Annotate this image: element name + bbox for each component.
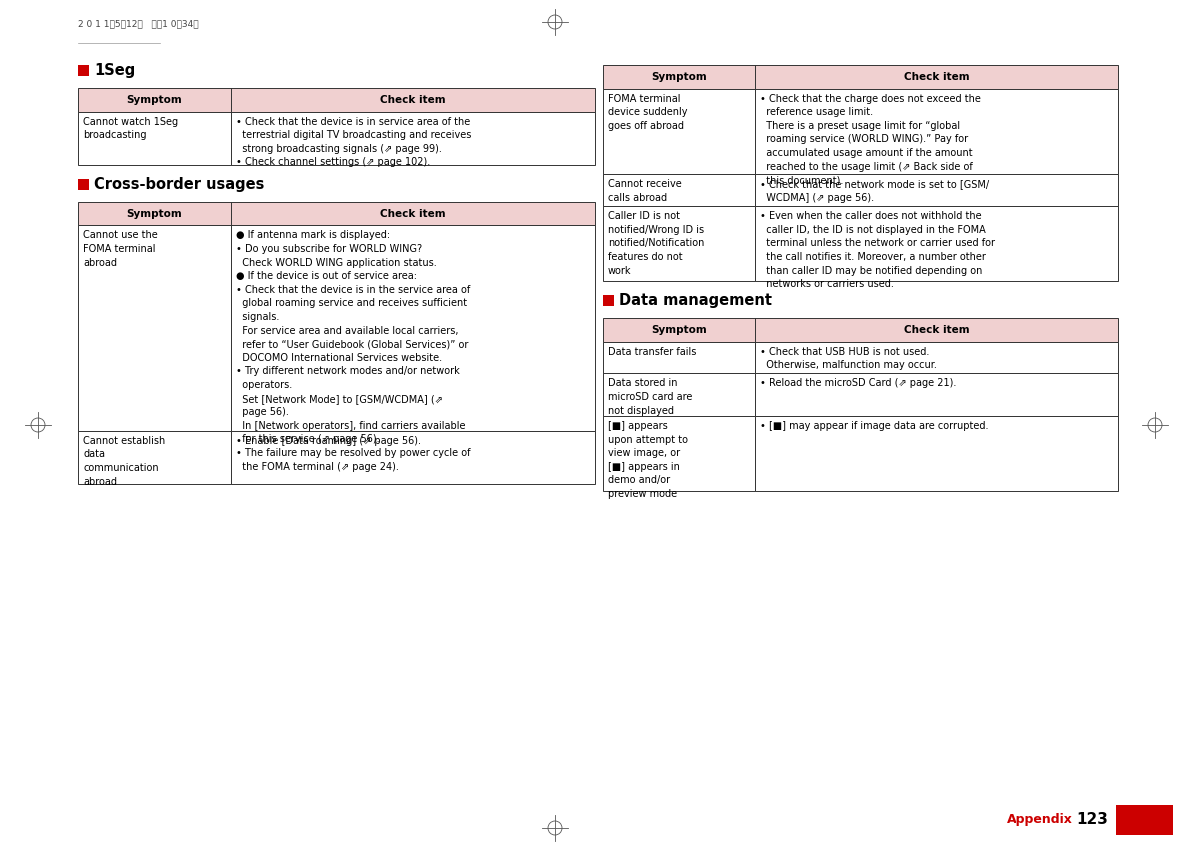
Bar	[755, 88, 1118, 174]
Bar	[602, 416, 755, 491]
Text: • Check that the device is in service area of the
  terrestrial digital TV broad: • Check that the device is in service ar…	[235, 116, 471, 167]
Text: Check item: Check item	[903, 325, 969, 335]
Text: Check item: Check item	[379, 208, 445, 218]
Text: • Check that the network mode is set to [GSM/
  WCDMA] (⇗ page 56).: • Check that the network mode is set to …	[760, 179, 989, 203]
Text: • Enable [Data roaming] (⇗ page 56).: • Enable [Data roaming] (⇗ page 56).	[235, 436, 420, 445]
Text: FOMA terminal
device suddenly
goes off abroad: FOMA terminal device suddenly goes off a…	[608, 94, 687, 131]
Text: ● If antenna mark is displayed:
• Do you subscribe for WORLD WING?
  Check WORLD: ● If antenna mark is displayed: • Do you…	[235, 230, 470, 472]
Text: Cannot receive
calls abroad: Cannot receive calls abroad	[608, 179, 681, 203]
Bar	[78, 178, 89, 190]
Bar	[602, 88, 755, 174]
Bar	[230, 111, 595, 165]
Text: Cannot watch 1Seg
broadcasting: Cannot watch 1Seg broadcasting	[84, 116, 178, 140]
Text: Symptom: Symptom	[651, 71, 706, 82]
Bar	[755, 207, 1118, 281]
Text: Appendix: Appendix	[1007, 813, 1073, 826]
Text: Symptom: Symptom	[126, 94, 183, 105]
Bar	[755, 416, 1118, 491]
Text: Check item: Check item	[903, 71, 969, 82]
Text: 1Seg: 1Seg	[94, 63, 135, 78]
Text: • Reload the microSD Card (⇗ page 21).: • Reload the microSD Card (⇗ page 21).	[760, 378, 957, 388]
Bar	[602, 295, 614, 306]
Text: Caller ID is not
notified/Wrong ID is
notified/Notification
features do not
work: Caller ID is not notified/Wrong ID is no…	[608, 211, 704, 275]
Bar	[1115, 805, 1173, 835]
Text: • Check that the charge does not exceed the
  reference usage limit.
  There is : • Check that the charge does not exceed …	[760, 94, 981, 185]
Bar	[602, 65, 1118, 88]
Text: Cannot use the
FOMA terminal
abroad: Cannot use the FOMA terminal abroad	[84, 230, 157, 268]
Text: 123: 123	[1076, 813, 1108, 828]
Text: Check item: Check item	[379, 94, 445, 105]
Text: Symptom: Symptom	[651, 325, 706, 335]
Text: [■] appears
upon attempt to
view image, or
[■] appears in
demo and/or
preview mo: [■] appears upon attempt to view image, …	[608, 421, 688, 499]
Bar	[602, 342, 755, 373]
Text: Cross-border usages: Cross-border usages	[94, 177, 265, 192]
Bar	[602, 373, 755, 416]
Text: • Check that USB HUB is not used.
  Otherwise, malfunction may occur.: • Check that USB HUB is not used. Otherw…	[760, 347, 937, 371]
Text: Data stored in
microSD card are
not displayed: Data stored in microSD card are not disp…	[608, 378, 692, 416]
Bar	[602, 174, 755, 207]
Bar	[755, 373, 1118, 416]
Bar	[602, 318, 1118, 342]
Bar	[230, 225, 595, 431]
Text: • [■] may appear if image data are corrupted.: • [■] may appear if image data are corru…	[760, 421, 989, 431]
Bar	[78, 202, 595, 225]
Bar	[78, 431, 230, 484]
Bar	[78, 225, 230, 431]
Bar	[78, 65, 89, 76]
Text: Symptom: Symptom	[126, 208, 183, 218]
Bar	[602, 207, 755, 281]
Text: Data management: Data management	[619, 293, 772, 309]
Text: Data transfer fails: Data transfer fails	[608, 347, 697, 357]
Bar	[755, 174, 1118, 207]
Bar	[755, 342, 1118, 373]
Bar	[78, 88, 595, 111]
Text: 2 0 1 1年5月12日   午後1 0時34分: 2 0 1 1年5月12日 午後1 0時34分	[78, 19, 198, 28]
Text: Cannot establish
data
communication
abroad: Cannot establish data communication abro…	[84, 436, 166, 486]
Bar	[78, 111, 230, 165]
Text: • Even when the caller does not withhold the
  caller ID, the ID is not displaye: • Even when the caller does not withhold…	[760, 211, 995, 289]
Bar	[230, 431, 595, 484]
